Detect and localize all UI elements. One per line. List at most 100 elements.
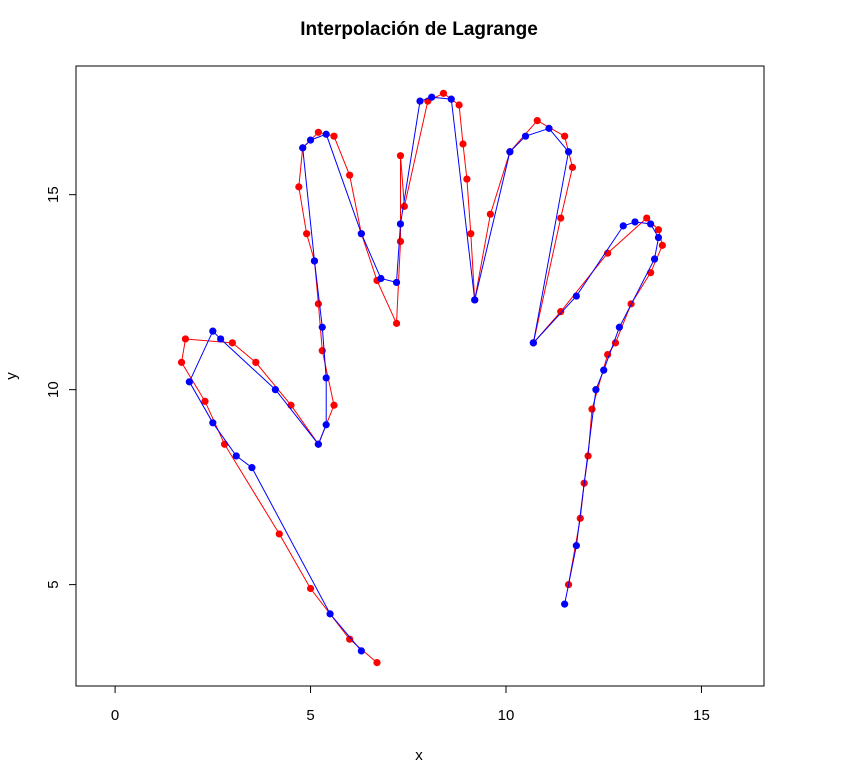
x-tick-label: 15 xyxy=(693,707,710,724)
x-tick-label: 0 xyxy=(111,707,119,724)
series-2-point xyxy=(572,292,580,300)
series-1-point xyxy=(220,440,229,448)
series-1-point xyxy=(392,319,401,327)
series-1-point xyxy=(177,358,186,366)
series-2-point xyxy=(600,366,608,374)
series-1-point xyxy=(557,214,565,222)
series-1-point xyxy=(643,214,651,222)
series-2-point xyxy=(357,647,365,655)
series-1-point xyxy=(467,230,475,238)
series-1-point xyxy=(346,635,354,643)
series-2-point xyxy=(271,386,279,394)
y-axis: 5 10 15 xyxy=(45,186,77,589)
series-layer xyxy=(177,89,666,667)
series-2-point xyxy=(654,233,663,242)
series-2-point xyxy=(392,278,401,287)
series-2-point xyxy=(185,378,193,386)
series-1-point xyxy=(459,140,467,148)
series-1-point xyxy=(647,269,655,277)
series-2-point xyxy=(650,255,659,263)
series-2-point xyxy=(326,610,334,618)
series-1-point xyxy=(330,132,338,140)
series-1-point xyxy=(658,241,666,249)
y-tick-label: 10 xyxy=(45,381,62,398)
series-1-point xyxy=(314,300,322,308)
series-2-point xyxy=(631,218,639,226)
series-1-line xyxy=(180,92,663,663)
y-axis-label: y xyxy=(3,372,20,380)
series-2-point xyxy=(545,124,553,132)
series-1-point xyxy=(252,358,260,366)
series-2-point xyxy=(232,452,240,460)
series-2-point xyxy=(592,386,600,394)
series-2-point xyxy=(248,464,256,472)
x-tick-label: 10 xyxy=(498,707,515,724)
series-2-point xyxy=(217,335,225,343)
series-1-point xyxy=(604,350,612,359)
series-2-point xyxy=(572,542,580,550)
series-2-point xyxy=(506,148,514,156)
series-1-point xyxy=(396,237,405,246)
series-2-point xyxy=(521,132,530,140)
series-2-point xyxy=(306,136,315,144)
series-2-point xyxy=(357,230,365,238)
series-2-point xyxy=(529,339,537,347)
series-1-point xyxy=(330,401,338,409)
series-2-point xyxy=(396,220,405,228)
series-2-point xyxy=(564,148,573,156)
series-1-point xyxy=(396,152,405,160)
series-2-line xyxy=(188,96,660,652)
x-axis: 0 5 10 15 xyxy=(111,685,710,724)
series-2-point xyxy=(209,419,217,427)
series-2-point xyxy=(377,274,385,283)
series-1-point xyxy=(275,530,283,538)
series-2 xyxy=(185,93,663,655)
series-2-point xyxy=(615,323,623,331)
series-1-point xyxy=(400,202,408,210)
series-1-point xyxy=(611,339,620,347)
series-1-point xyxy=(295,183,303,191)
series-1-point xyxy=(568,163,577,171)
series-2-point xyxy=(619,222,627,230)
plot-frame xyxy=(75,65,765,687)
series-2-point xyxy=(428,93,436,101)
series-2-point xyxy=(561,600,569,608)
series-1-point xyxy=(346,171,354,179)
series-1-point xyxy=(533,116,541,125)
series-1-point xyxy=(314,128,322,136)
y-tick-label: 15 xyxy=(45,186,62,203)
series-1-point xyxy=(463,175,471,183)
x-tick-label: 5 xyxy=(306,707,314,724)
series-1-point xyxy=(181,335,190,343)
series-2-point xyxy=(322,374,330,382)
series-1-point xyxy=(486,210,494,218)
series-1-point xyxy=(306,584,315,593)
series-2-point xyxy=(209,327,217,335)
series-1-point xyxy=(588,405,596,413)
series-1-point xyxy=(561,132,569,140)
series-2-point xyxy=(314,440,322,448)
series-2-point xyxy=(647,220,655,228)
series-1 xyxy=(177,89,666,667)
series-2-point xyxy=(471,296,479,304)
series-1-point xyxy=(654,226,663,234)
series-2-point xyxy=(447,95,455,103)
series-1-point xyxy=(373,659,381,667)
y-tick-label: 5 xyxy=(45,580,62,588)
series-1-point xyxy=(287,401,295,409)
series-1-point xyxy=(557,308,565,316)
series-2-point xyxy=(299,144,307,152)
series-1-point xyxy=(228,339,236,347)
chart-title: Interpolación de Lagrange xyxy=(300,19,538,40)
series-2-point xyxy=(322,421,330,429)
series-2-point xyxy=(416,97,424,105)
series-1-point xyxy=(303,230,311,238)
series-1-point xyxy=(201,397,209,405)
series-1-point xyxy=(455,101,463,109)
x-axis-label: x xyxy=(415,747,423,764)
series-1-point xyxy=(439,89,448,97)
series-2-point xyxy=(318,323,326,331)
series-2-point xyxy=(322,130,330,138)
series-2-point xyxy=(310,257,319,265)
